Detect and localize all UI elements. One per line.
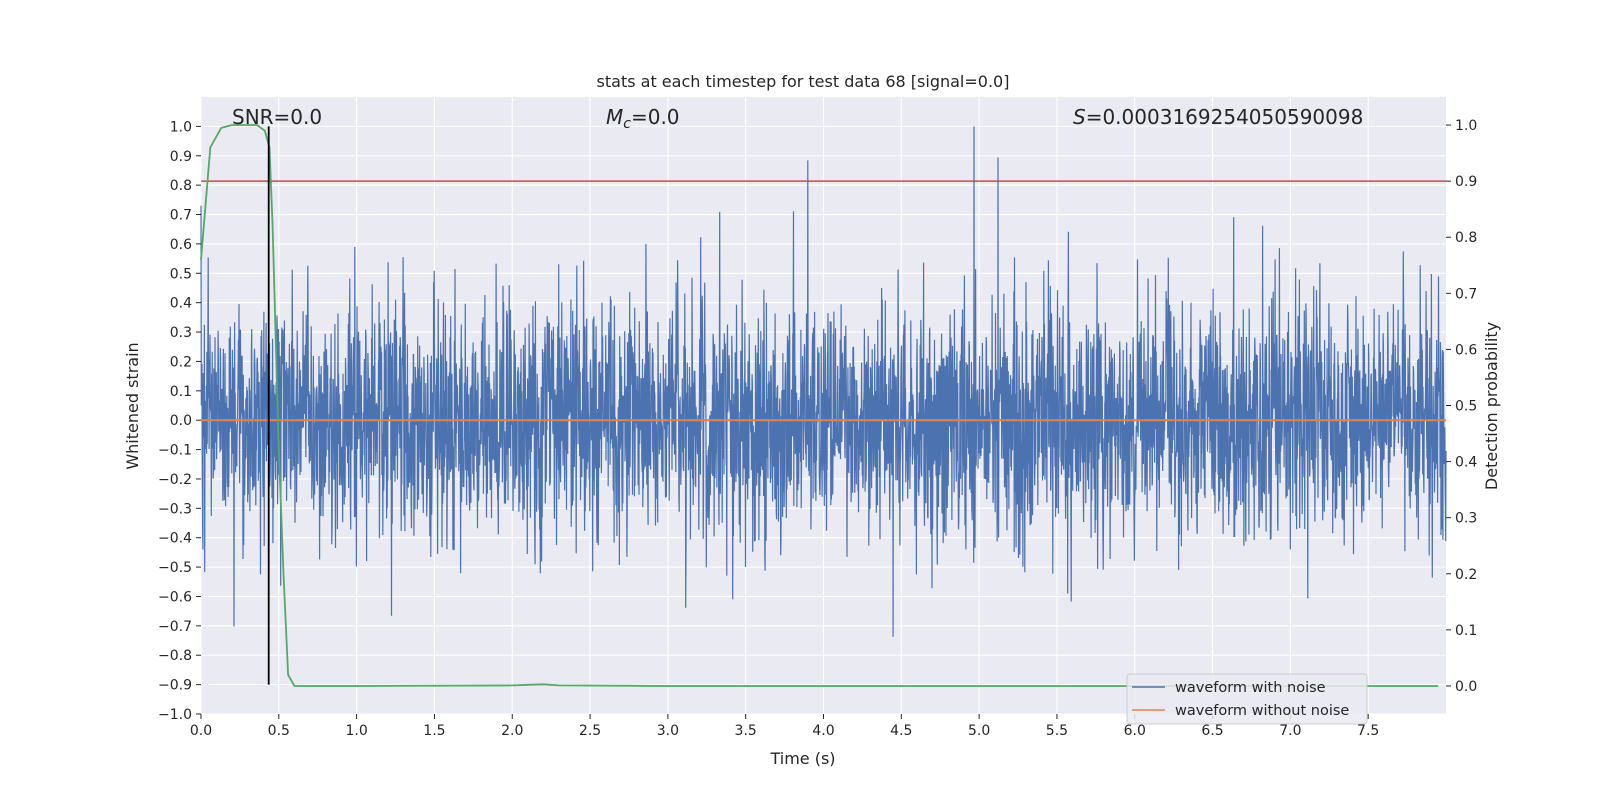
- x-tick-label: 3.0: [657, 723, 679, 739]
- x-tick-label: 7.5: [1357, 723, 1379, 739]
- y2-tick-label: 0.5: [1455, 399, 1477, 415]
- legend: waveform with noise waveform without noi…: [1126, 673, 1368, 725]
- chart-title: stats at each timestep for test data 68 …: [597, 72, 1010, 91]
- y-tick-label: −0.5: [158, 560, 192, 576]
- y-tick-label: 0.1: [170, 384, 192, 400]
- x-tick-label: 2.5: [579, 723, 601, 739]
- y-tick-label: 0.9: [170, 149, 192, 165]
- waveform-with-noise-path: [200, 126, 1447, 637]
- x-tick-label: 5.5: [1046, 723, 1068, 739]
- x-tick-label: 4.0: [812, 723, 834, 739]
- chirp-mass-subscript: c: [623, 116, 631, 132]
- y-axis-title: Whitened strain: [123, 342, 142, 469]
- s-symbol: S: [1073, 105, 1086, 129]
- y-tick-label: −0.2: [158, 472, 192, 488]
- x-tick-label: 1.0: [345, 723, 367, 739]
- y2-tick-label: 0.7: [1455, 286, 1477, 302]
- legend-label-clean: waveform without noise: [1175, 703, 1349, 719]
- y2-tick-label: 0.3: [1455, 511, 1477, 527]
- y-tick-label: 0.0: [170, 413, 192, 429]
- y-tick-label: −0.3: [158, 501, 192, 517]
- series-layer: [200, 124, 1446, 687]
- x-tick-label: 2.0: [501, 723, 523, 739]
- y2-tick-label: 0.1: [1455, 623, 1477, 639]
- chirp-mass-value: =0.0: [631, 105, 680, 129]
- y2-tick-label: 0.4: [1455, 455, 1477, 471]
- chirp-mass-symbol: M: [606, 105, 623, 129]
- s-value: =0.0003169254050590098: [1086, 105, 1364, 129]
- y2-axis-title: Detection probability: [1482, 322, 1501, 490]
- x-tick-label: 5.0: [968, 723, 990, 739]
- y2-tick-label: 0.8: [1455, 230, 1477, 246]
- s-annotation: S=0.0003169254050590098: [1073, 105, 1363, 129]
- detection-probability-line: [200, 124, 1439, 687]
- y-tick-label: −1.0: [158, 707, 192, 723]
- y-tick-label: 0.5: [170, 266, 192, 282]
- x-tick-label: 0.0: [190, 723, 212, 739]
- y2-tick-label: 0.9: [1455, 174, 1477, 190]
- y-tick-label: −0.4: [158, 531, 192, 547]
- y2-tick-label: 0.0: [1455, 679, 1477, 695]
- legend-label-noise: waveform with noise: [1175, 680, 1326, 696]
- y-tick-label: −0.9: [158, 678, 192, 694]
- y-tick-label: 1.0: [170, 119, 192, 135]
- x-axis: 0.0 0.5 1.0 1.5 2.0 2.5 3.0 3.5 4.0 4.5 5.0 5.5 6.0 6…: [190, 714, 1379, 739]
- y-tick-label: 0.6: [170, 237, 192, 253]
- y2-tick-label: 0.6: [1455, 342, 1477, 358]
- x-tick-label: 0.5: [268, 723, 290, 739]
- x-tick-label: 1.5: [423, 723, 445, 739]
- y-tick-label: −0.7: [158, 619, 192, 635]
- x-axis-title: Time (s): [769, 749, 835, 768]
- y-tick-label: −0.8: [158, 648, 192, 664]
- chirp-mass-annotation: Mc=0.0: [606, 105, 680, 132]
- y-tick-label: 0.2: [170, 354, 192, 370]
- y-tick-label: −0.6: [158, 589, 192, 605]
- y-tick-label: 0.4: [170, 296, 192, 312]
- y2-tick-label: 1.0: [1455, 118, 1477, 134]
- y-tick-label: −0.1: [158, 443, 192, 459]
- x-tick-label: 6.5: [1201, 723, 1223, 739]
- x-tick-label: 6.0: [1124, 723, 1146, 739]
- y2-tick-label: 0.2: [1455, 567, 1477, 583]
- x-tick-label: 7.0: [1279, 723, 1301, 739]
- y-tick-label: 0.3: [170, 325, 192, 341]
- waveform-with-noise-line: [200, 126, 1447, 637]
- x-tick-label: 4.5: [890, 723, 912, 739]
- x-tick-label: 3.5: [735, 723, 757, 739]
- legend-box: [1126, 673, 1368, 725]
- snr-annotation: SNR=0.0: [232, 105, 322, 129]
- y-tick-label: 0.8: [170, 178, 192, 194]
- y-axis-right: 0.0 0.1 0.2 0.3 0.4 0.5 0.6 0.7 0.8 0.9 1.0: [1446, 118, 1477, 695]
- y-axis-left: −1.0 −0.9 −0.8 −0.7 −0.6 −0.5 −0.4 −0.3 −0.2 −0.1…: [158, 119, 201, 723]
- y-tick-label: 0.7: [170, 208, 192, 224]
